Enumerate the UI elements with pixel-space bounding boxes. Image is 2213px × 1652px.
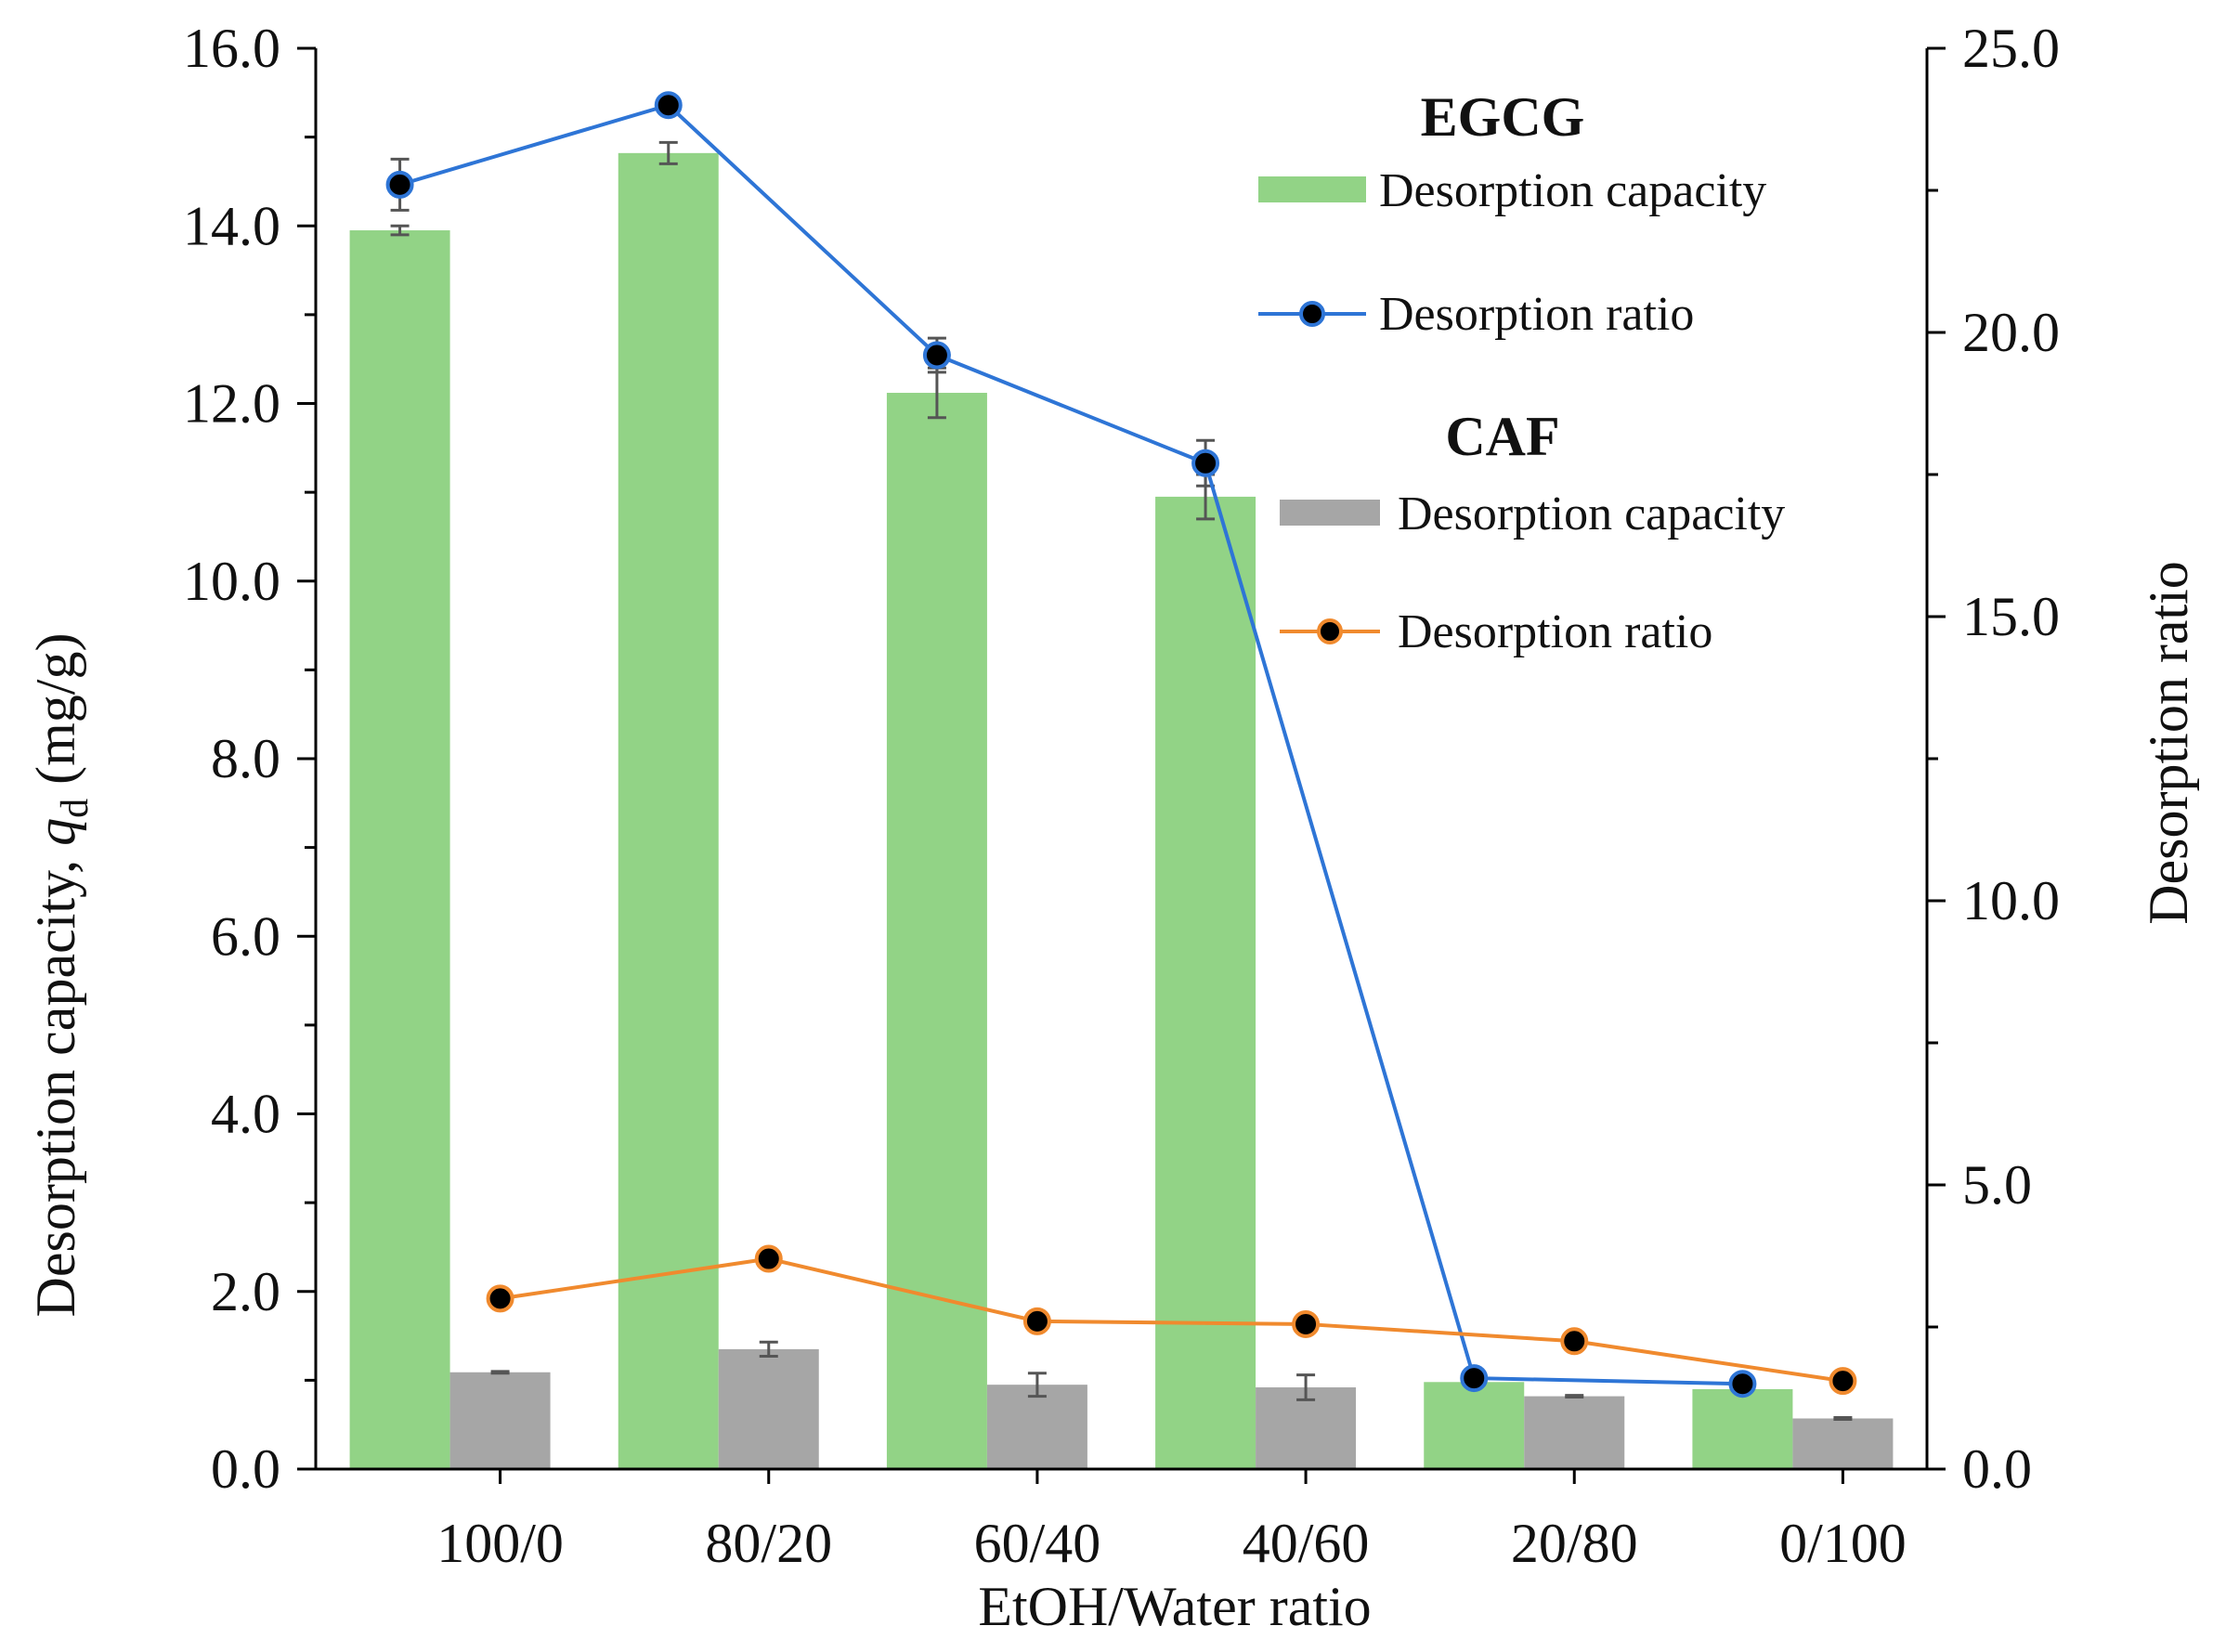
legend-label-egcg-capacity: Desorption capacity: [1379, 164, 1766, 217]
y-left-tick-label-2: 4.0: [211, 1084, 280, 1145]
x-tick-label-0: 100/0: [436, 1513, 564, 1574]
legend-title-egcg: EGCG: [1421, 86, 1585, 148]
y-left-tick-label-0: 0.0: [211, 1438, 280, 1500]
y-axis-right-title: Desorption ratio: [2138, 561, 2199, 925]
y-right-tick-label-3: 15.0: [1962, 586, 2060, 647]
x-tick-label-1: 80/20: [705, 1513, 832, 1574]
x-axis-title: EtOH/Water ratio: [978, 1576, 1371, 1637]
egcg-ratio-point-3: [1191, 449, 1220, 477]
y-axis-left-title-prefix: Desorption capacity,: [25, 846, 86, 1318]
y-axis-left-title-var: q: [25, 818, 86, 846]
legend-label-caf-ratio: Desorption ratio: [1398, 605, 1712, 658]
caf-capacity-bar-5: [1792, 1418, 1894, 1469]
legend-label-caf-capacity: Desorption capacity: [1398, 488, 1785, 540]
egcg-capacity-bar-4: [1424, 1382, 1525, 1469]
egcg-ratio-point-5: [1728, 1370, 1757, 1398]
caf-ratio-point-0: [486, 1284, 514, 1313]
caf-ratio-point-1: [754, 1244, 783, 1273]
legend-marker-egcg-ratio: [1299, 301, 1325, 327]
y-right-tick-label-1: 5.0: [1962, 1154, 2032, 1216]
y-axis-left-title-sub: d: [54, 799, 97, 818]
egcg-capacity-bar-0: [349, 230, 450, 1469]
legend: EGCG Desorption capacity Desorption rati…: [1258, 86, 1785, 658]
y-left-tick-label-8: 16.0: [183, 18, 280, 79]
legend-label-egcg-ratio: Desorption ratio: [1379, 288, 1694, 341]
egcg-ratio-line: [399, 102, 1743, 1386]
axes-group: 0.0 2.0 4.0 6.0 8.0 10.0 12.0 14.0 16.0 0.0 5.0 10.…: [183, 18, 2060, 1574]
caf-ratio-point-2: [1022, 1307, 1051, 1335]
egcg-ratio-point-2: [922, 341, 951, 370]
x-tick-label-2: 60/40: [974, 1513, 1101, 1574]
y-axis-left-title: Desorption capacity, qd (mg/g): [25, 633, 97, 1318]
y-left-tick-label-6: 12.0: [183, 373, 280, 435]
y-left-tick-label-5: 10.0: [183, 551, 280, 612]
egcg-ratio-point-4: [1460, 1364, 1489, 1393]
y-left-tick-label-1: 2.0: [211, 1261, 280, 1322]
y-left-tick-label-4: 8.0: [211, 728, 280, 789]
y-right-tick-label-4: 20.0: [1962, 302, 2060, 363]
legend-swatch-egcg-capacity: [1258, 176, 1366, 202]
caf-capacity-bar-1: [718, 1348, 819, 1469]
y-left-tick-label-7: 14.0: [183, 195, 280, 256]
y-left-tick-label-3: 6.0: [211, 905, 280, 967]
x-tick-label-4: 20/80: [1511, 1513, 1638, 1574]
x-tick-label-3: 40/60: [1243, 1513, 1370, 1574]
y-axis-left-title-unit: (mg/g): [25, 633, 86, 799]
x-tick-label-5: 0/100: [1779, 1513, 1907, 1574]
egcg-capacity-bar-3: [1155, 496, 1256, 1469]
caf-ratio-point-3: [1292, 1309, 1321, 1338]
caf-capacity-bar-2: [986, 1385, 1087, 1469]
egcg-capacity-bar-1: [618, 152, 719, 1469]
y-right-tick-label-5: 25.0: [1962, 18, 2060, 79]
egcg-ratio-point-0: [385, 170, 414, 199]
y-right-tick-label-2: 10.0: [1962, 870, 2060, 931]
egcg-ratio-point-1: [654, 91, 683, 120]
legend-swatch-caf-capacity: [1280, 500, 1380, 526]
egcg-capacity-bar-5: [1692, 1388, 1793, 1469]
y-right-tick-label-0: 0.0: [1962, 1438, 2032, 1500]
legend-marker-caf-ratio: [1317, 618, 1343, 644]
caf-ratio-point-5: [1829, 1367, 1857, 1396]
lines-group: [385, 91, 1857, 1398]
caf-capacity-bar-0: [449, 1372, 551, 1469]
legend-title-caf: CAF: [1445, 406, 1559, 467]
caf-capacity-bar-4: [1524, 1396, 1625, 1469]
caf-ratio-point-4: [1560, 1327, 1589, 1356]
bars-group: [349, 152, 1894, 1469]
caf-ratio-line: [500, 1256, 1843, 1384]
